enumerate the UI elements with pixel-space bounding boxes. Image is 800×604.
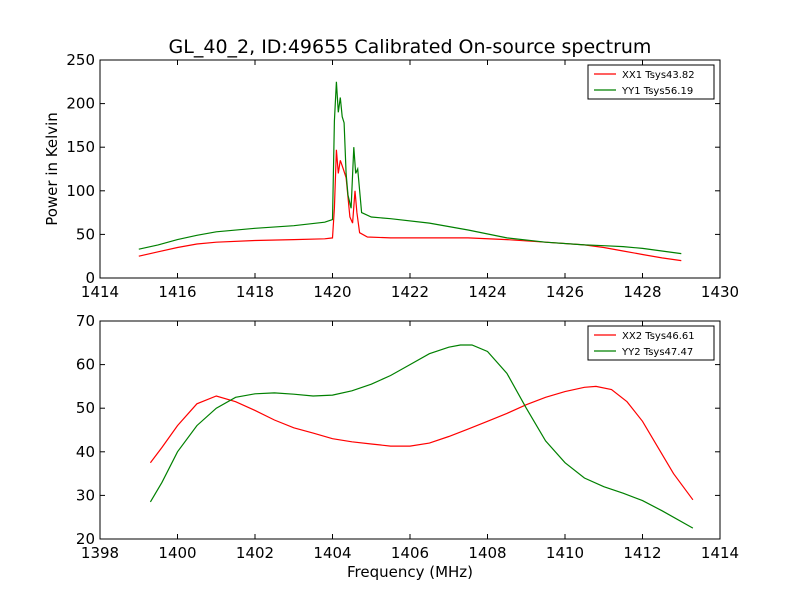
top-axis-y-label: Power in Kelvin (43, 112, 61, 226)
bottom-x-tick-label: 1404 (313, 544, 351, 562)
top-y-tick-label: 250 (66, 51, 95, 69)
bottom-legend (587, 325, 715, 361)
bottom-legend-label-0: XX2 Tsys46.61 (622, 331, 695, 342)
bottom-x-tick-label: 1400 (158, 544, 196, 562)
top-x-tick-label: 1420 (313, 283, 351, 301)
top-x-tick-label: 1416 (158, 283, 196, 301)
chart-panel-top: 1414 1416 1418 1420 1422 1424 1426 1428 1430 0 50 1… (66, 51, 739, 301)
bottom-y-tick-label: 20 (76, 530, 95, 548)
bottom-axis-x-label: Frequency (MHz) (347, 563, 473, 581)
top-x-tick-label: 1424 (468, 283, 506, 301)
top-y-tick-label: 50 (76, 225, 95, 243)
top-x-tick-label: 1428 (623, 283, 661, 301)
top-x-tick-label: 1414 (81, 283, 119, 301)
bottom-x-tick-label: 1412 (623, 544, 661, 562)
chart-panel-bottom: 1398 1400 1402 1404 1406 1408 1410 1412 1414 20 30… (76, 312, 739, 562)
top-x-tick-label: 1422 (391, 283, 429, 301)
bottom-y-tick-label: 50 (76, 399, 95, 417)
top-legend (587, 64, 715, 100)
bottom-series-line-0 (149, 385, 694, 501)
top-x-tick-label: 1430 (701, 283, 739, 301)
bottom-y-tick-label: 40 (76, 443, 95, 461)
top-legend-label-1: YY1 Tsys56.19 (621, 86, 693, 97)
bottom-series-line-1 (149, 344, 694, 529)
top-y-tick-label: 200 (66, 95, 95, 113)
bottom-y-tick-label: 70 (76, 312, 95, 330)
top-x-tick-label: 1418 (236, 283, 274, 301)
bottom-x-tick-label: 1408 (468, 544, 506, 562)
top-y-tick-label: 100 (66, 182, 95, 200)
bottom-legend-label-1: YY2 Tsys47.47 (621, 347, 693, 358)
bottom-x-tick-label: 1414 (701, 544, 739, 562)
top-y-tick-label: 0 (85, 269, 95, 287)
bottom-y-tick-label: 30 (76, 486, 95, 504)
bottom-x-tick-label: 1398 (81, 544, 119, 562)
top-series-line-1 (138, 81, 682, 255)
top-x-tick-label: 1426 (546, 283, 584, 301)
figure-title: GL_40_2, ID:49655 Calibrated On-source s… (169, 36, 652, 58)
top-legend-label-0: XX1 Tsys43.82 (622, 70, 695, 81)
bottom-y-tick-label: 60 (76, 356, 95, 374)
bottom-x-tick-label: 1410 (546, 544, 584, 562)
bottom-x-tick-label: 1406 (391, 544, 429, 562)
top-y-tick-label: 150 (66, 138, 95, 156)
bottom-x-tick-label: 1402 (236, 544, 274, 562)
